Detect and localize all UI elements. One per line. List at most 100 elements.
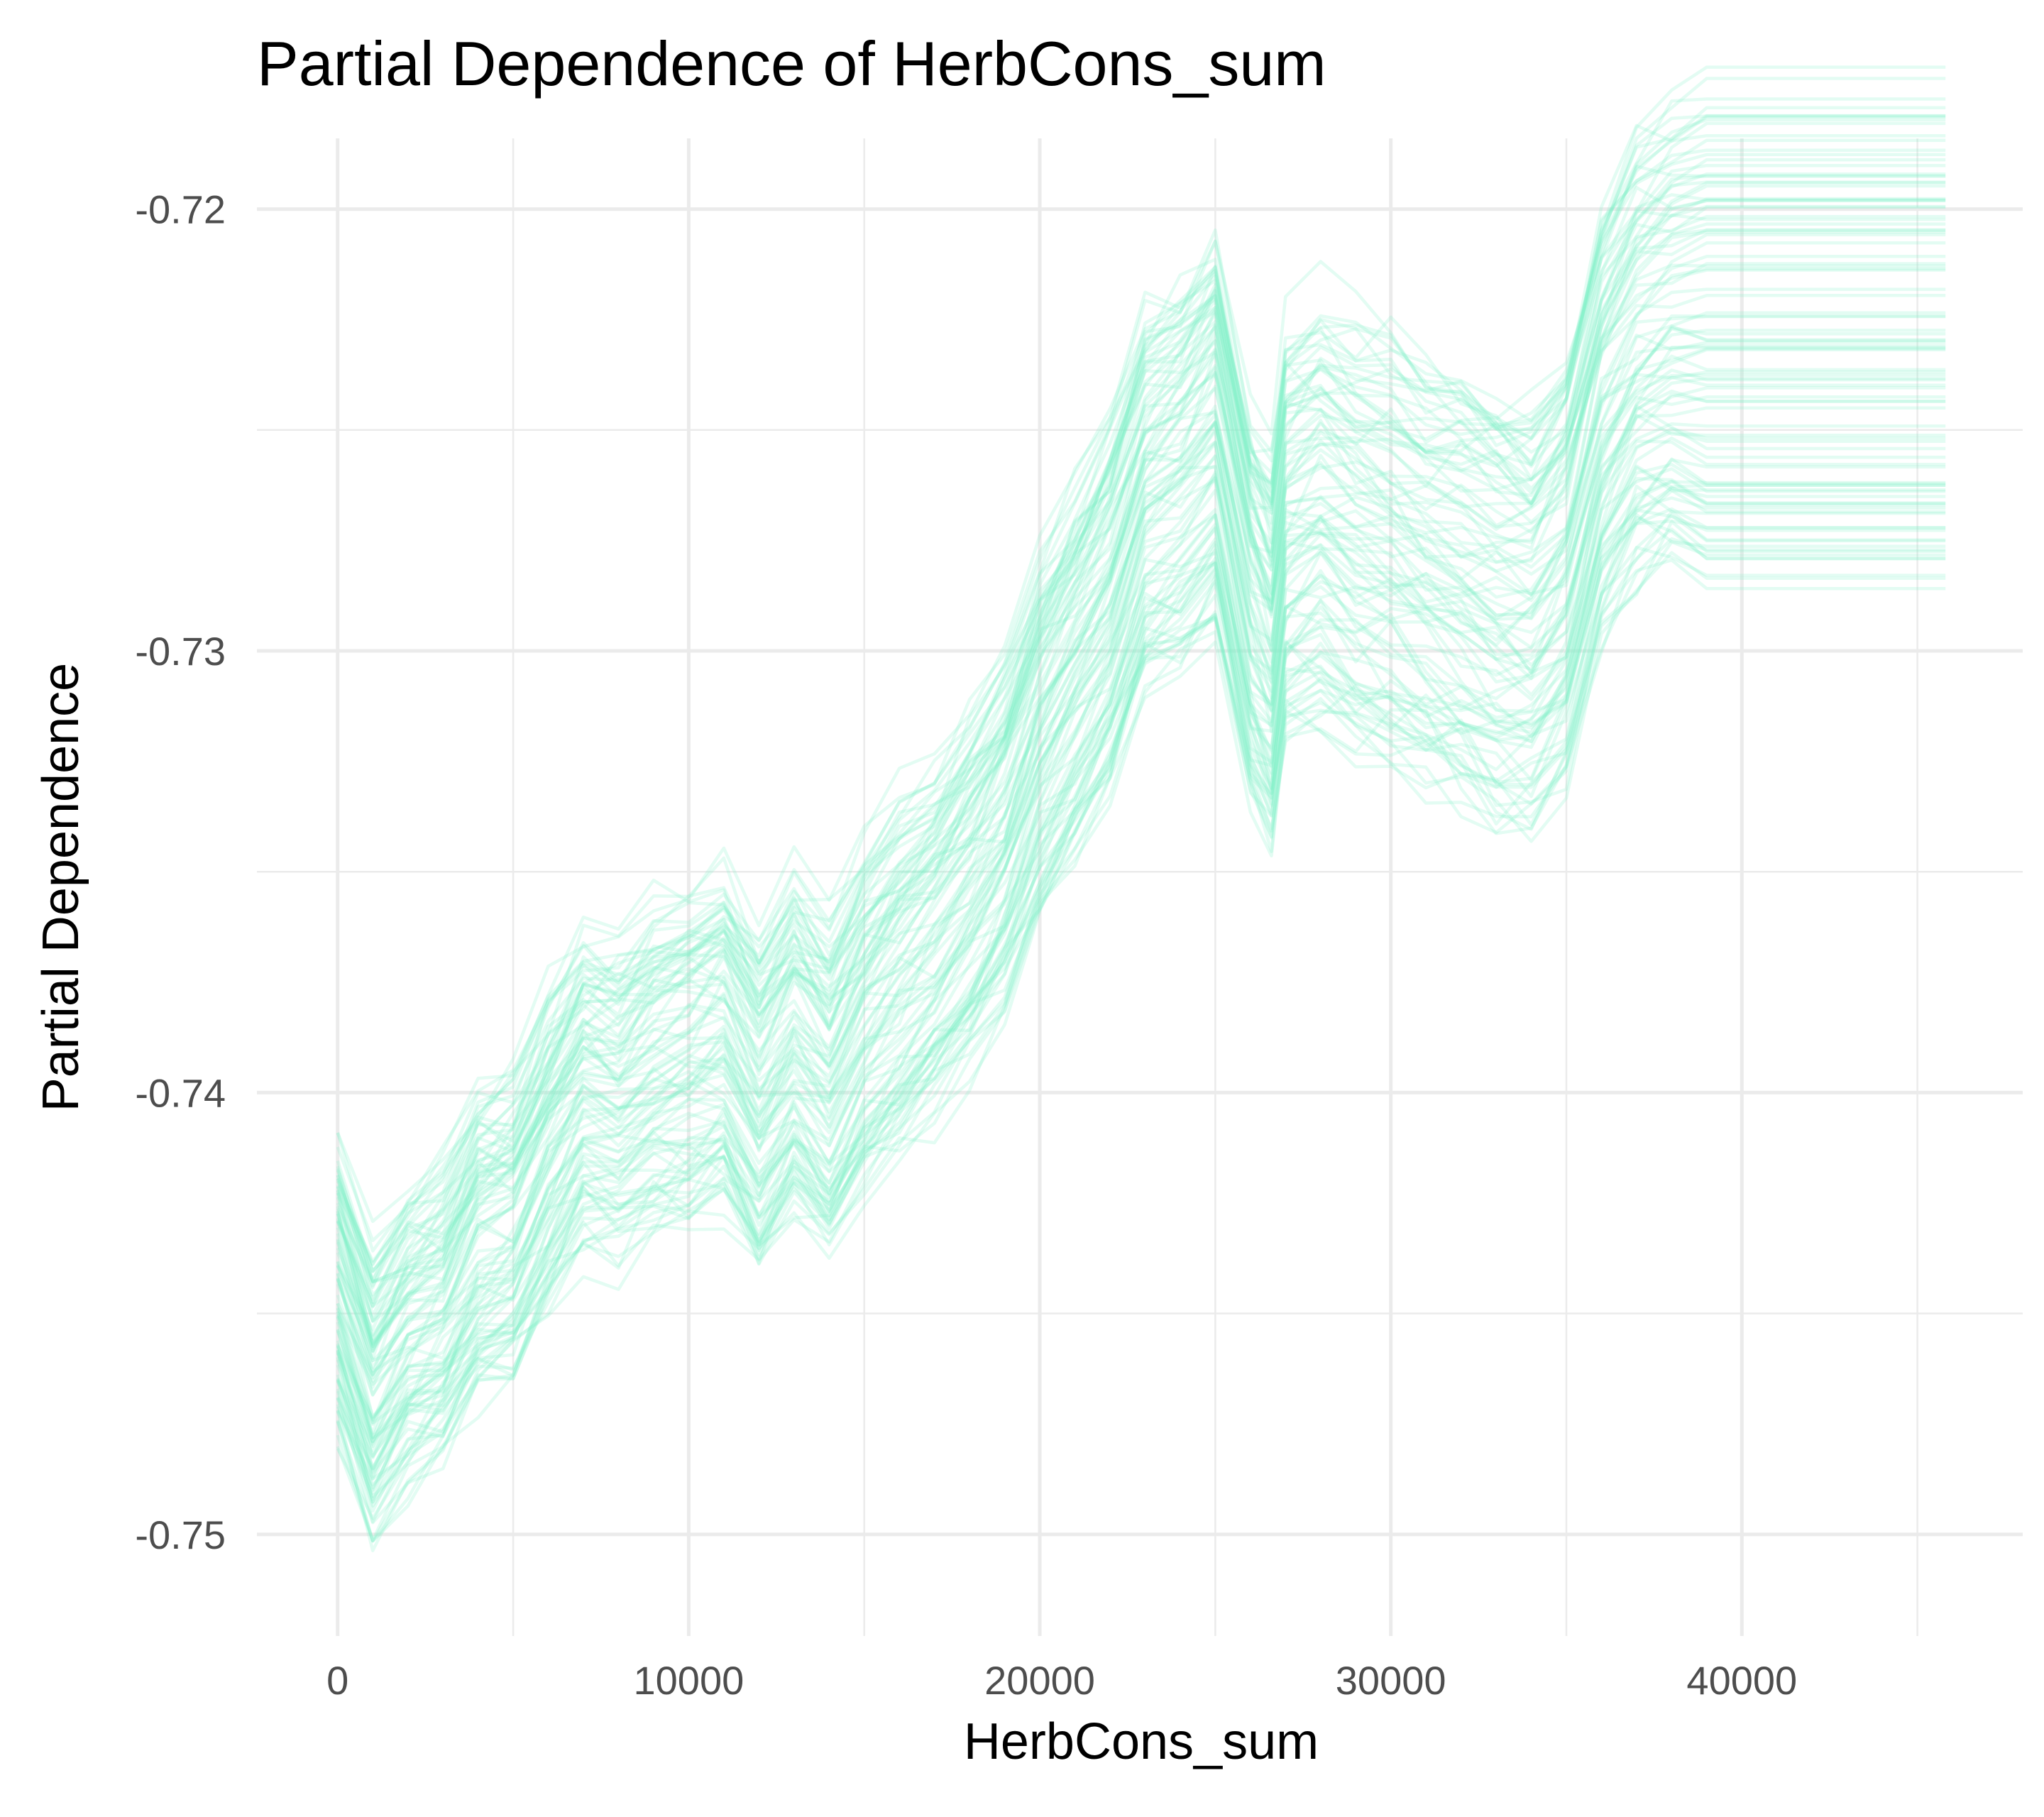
ice-curve [336, 513, 1946, 1525]
ice-curve [336, 148, 1946, 1305]
ice-curve [336, 222, 1946, 1308]
x-tick-label: 20000 [984, 1658, 1095, 1703]
ice-curve [336, 106, 1946, 1224]
ice-curve [336, 287, 1946, 1420]
ice-curve [336, 527, 1946, 1552]
ice-curve [336, 255, 1946, 1346]
ice-curve [336, 163, 1946, 1349]
ice-curve [336, 457, 1946, 1481]
ice-curve [336, 326, 1946, 1452]
ice-curve [336, 405, 1946, 1446]
ice-curve [336, 121, 1946, 1273]
ice-curve [336, 483, 1946, 1479]
ice-curve [336, 512, 1946, 1473]
ice-curve [336, 375, 1946, 1443]
ice-curve [336, 114, 1946, 1273]
ice-curve [336, 484, 1946, 1520]
ice-curve [336, 437, 1946, 1481]
ice-curve [336, 477, 1946, 1487]
ice-curve [336, 115, 1946, 1253]
ice-curve [336, 205, 1946, 1266]
ice-curve [336, 193, 1946, 1337]
y-tick-label: -0.75 [135, 1513, 226, 1557]
ice-curve [336, 181, 1946, 1323]
ice-curve [336, 519, 1946, 1448]
ice-curve [336, 213, 1946, 1345]
ice-curve [336, 488, 1946, 1425]
ice-curve [336, 185, 1946, 1323]
ice-curve [336, 479, 1946, 1492]
ice-curve [336, 510, 1946, 1474]
ice-curve [336, 153, 1946, 1289]
ice-curve [336, 348, 1946, 1363]
ice-curve [336, 520, 1946, 1542]
ice-curve [336, 214, 1946, 1354]
ice-curve [336, 458, 1946, 1470]
y-tick-label: -0.73 [135, 629, 226, 674]
ice-curve [336, 507, 1946, 1508]
ice-curve [336, 515, 1946, 1490]
ice-curve [336, 393, 1946, 1419]
x-tick-label: 40000 [1686, 1658, 1797, 1703]
ice-curve [336, 293, 1946, 1351]
x-tick-label: 10000 [634, 1658, 744, 1703]
ice-curve [336, 268, 1946, 1353]
ice-curve [336, 229, 1946, 1349]
ice-curve [336, 466, 1946, 1504]
ice-curve [336, 172, 1946, 1317]
ice-curve [336, 233, 1946, 1283]
chart-title: Partial Dependence of HerbCons_sum [257, 28, 1326, 99]
ice-curve [336, 241, 1946, 1360]
ice-curve [336, 114, 1946, 1283]
ice-curve [336, 414, 1946, 1435]
ice-curve [336, 267, 1946, 1369]
ice-curve [336, 180, 1946, 1332]
ice-curve [336, 551, 1946, 1543]
ice-curve [336, 427, 1946, 1440]
ice-curve [336, 118, 1946, 1273]
ice-curve [336, 368, 1946, 1422]
ice-curve [336, 314, 1946, 1397]
ice-curve [336, 324, 1946, 1444]
ice-curve [336, 344, 1946, 1377]
ice-curve [336, 558, 1946, 1543]
ice-curve [336, 370, 1946, 1386]
ice-curve [336, 199, 1946, 1297]
grid [257, 138, 2023, 1636]
ice-curve [336, 389, 1946, 1444]
ice-curve [336, 158, 1946, 1266]
y-tick-label: -0.74 [135, 1070, 226, 1115]
ice-curve [336, 228, 1946, 1346]
x-axis-ticks: 0 10000 20000 30000 40000 [326, 1658, 1797, 1703]
ice-curve [336, 329, 1946, 1389]
ice-curve [336, 314, 1946, 1380]
ice-curve [336, 546, 1946, 1543]
ice-curves [336, 65, 1946, 1552]
ice-curve [336, 326, 1946, 1458]
ice-curve [336, 496, 1946, 1471]
ice-curve [336, 174, 1946, 1340]
ice-curve [336, 463, 1946, 1524]
ice-curve [336, 138, 1946, 1263]
ice-curve [336, 464, 1946, 1495]
ice-curve [336, 197, 1946, 1309]
ice-curve [336, 373, 1946, 1383]
ice-curve [336, 540, 1946, 1502]
ice-curve [336, 346, 1946, 1424]
ice-curve [336, 422, 1946, 1439]
y-axis-ticks: -0.72 -0.73 -0.74 -0.75 [135, 187, 226, 1557]
ice-curve [336, 508, 1946, 1504]
ice-curve [336, 184, 1946, 1284]
ice-curve [336, 439, 1946, 1459]
ice-curve [336, 406, 1946, 1373]
x-tick-label: 0 [326, 1658, 348, 1703]
ice-curve [336, 537, 1946, 1513]
ice-curve [336, 334, 1946, 1347]
ice-curve [336, 376, 1946, 1396]
ice-curve [336, 386, 1946, 1427]
ice-curve [336, 65, 1946, 1283]
ice-curve [336, 467, 1946, 1498]
ice-curve [336, 77, 1946, 1243]
